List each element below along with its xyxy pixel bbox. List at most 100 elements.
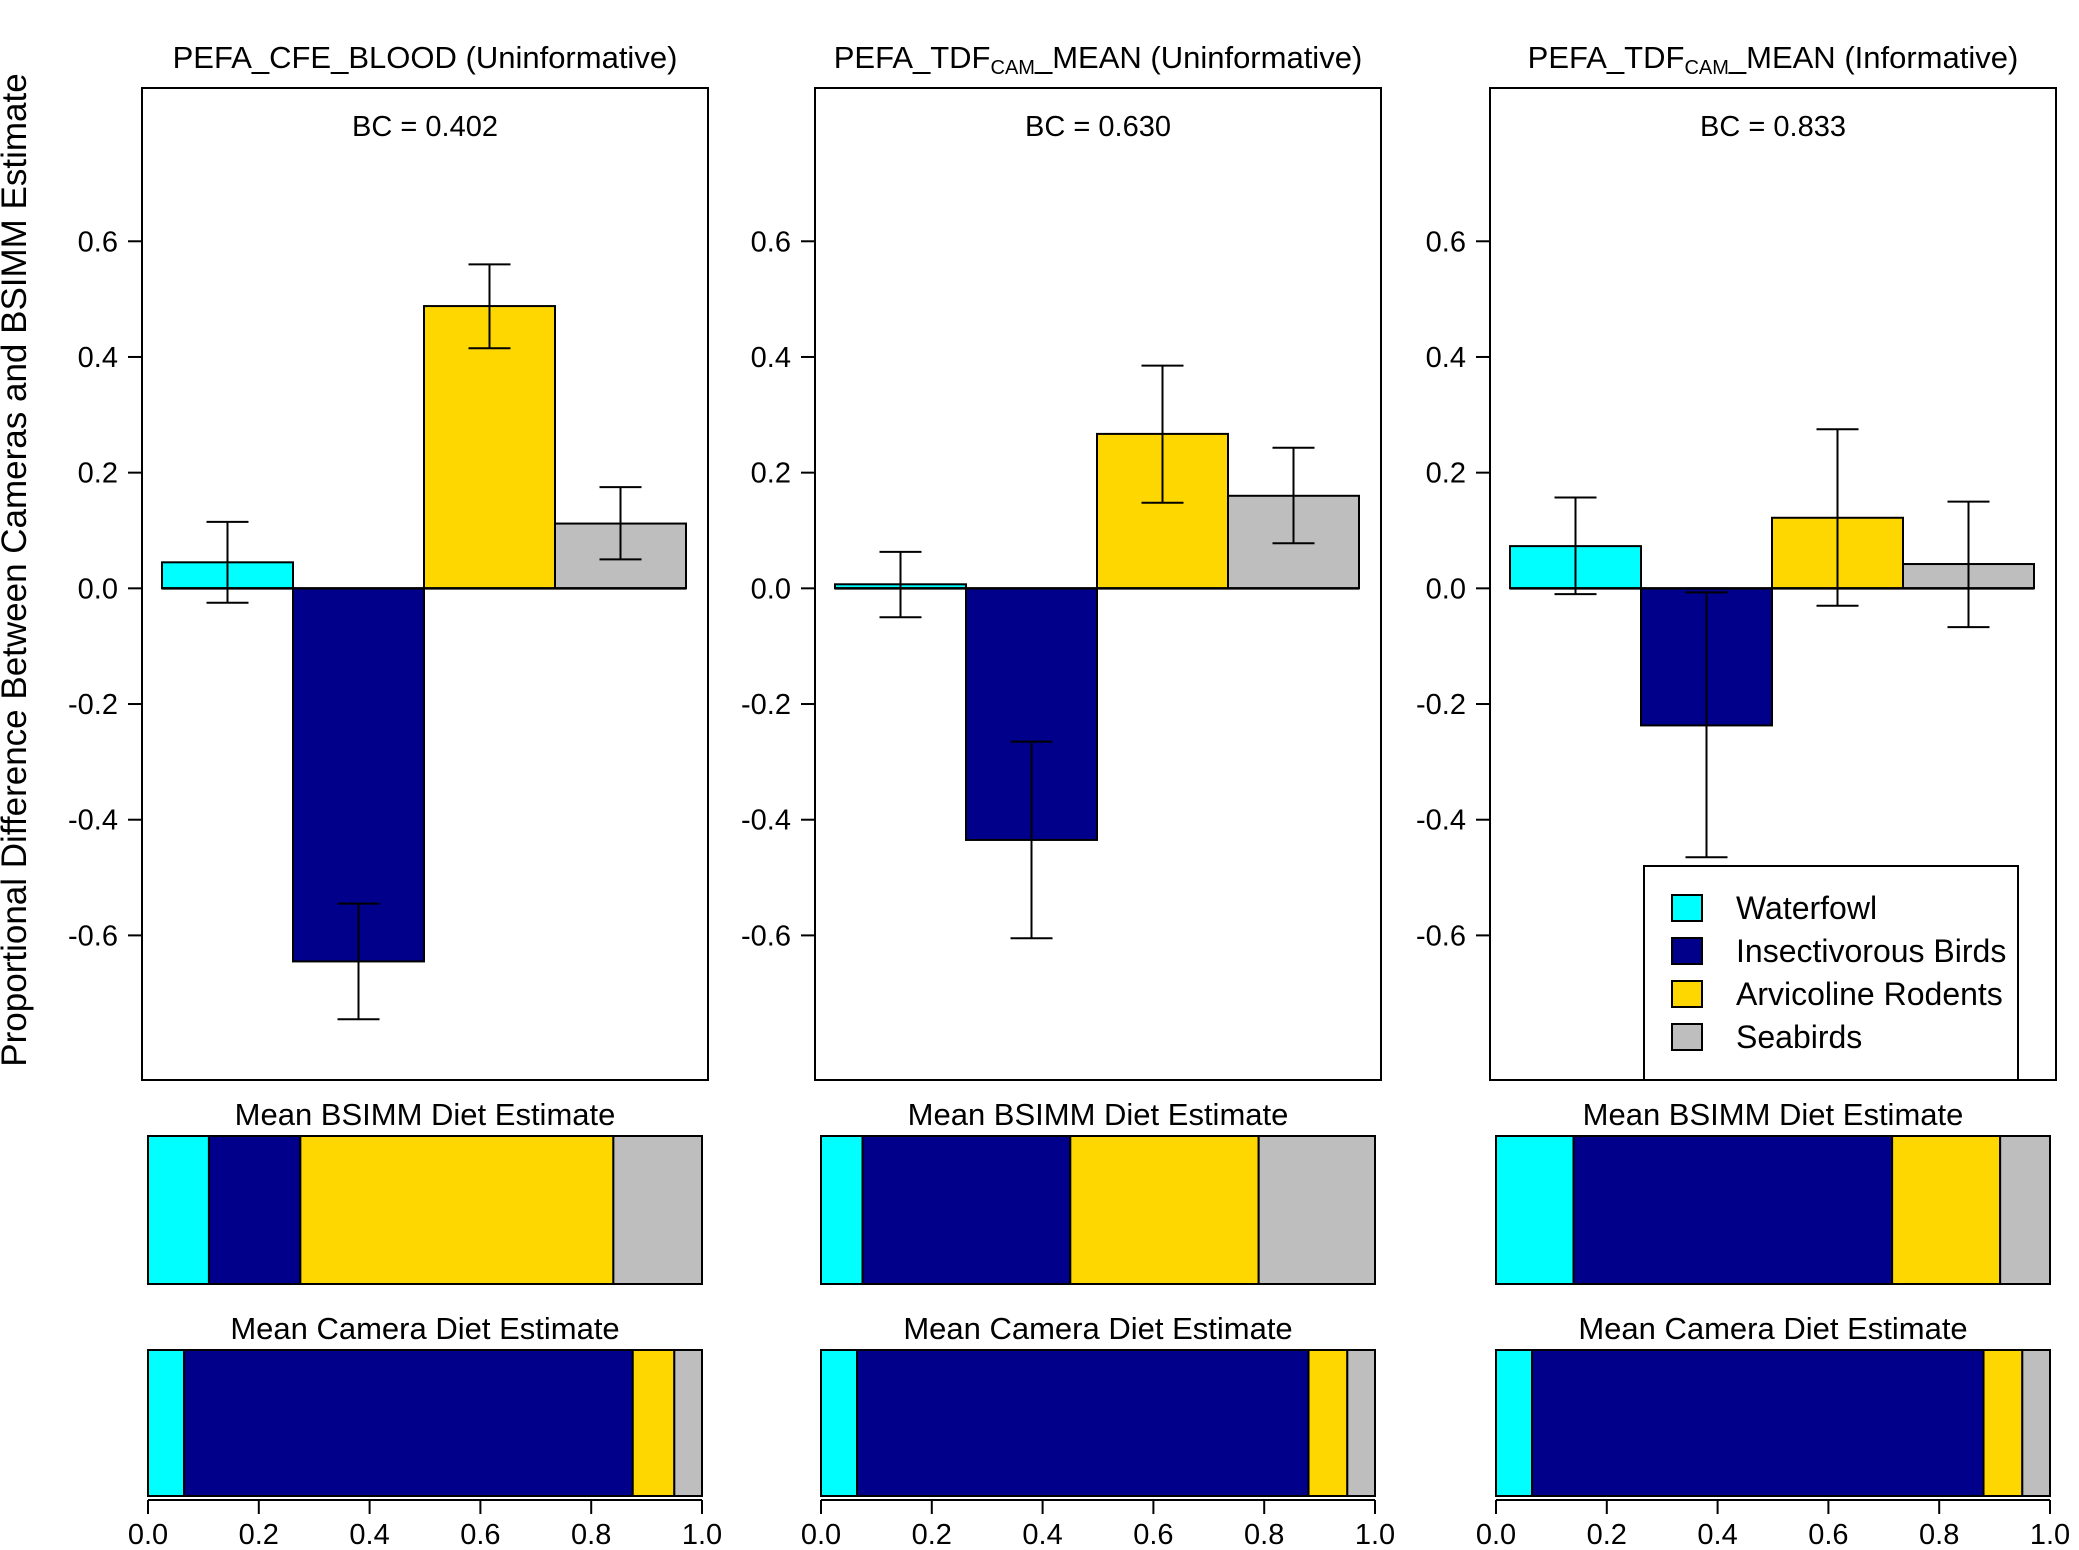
- legend-swatch: [1671, 937, 1703, 965]
- camera-stack-segment-seabirds: [673, 1349, 703, 1497]
- camera-stack: Mean Camera Diet Estimate: [820, 1311, 1377, 1497]
- x-tick-label: 0.6: [1808, 1519, 1848, 1550]
- bsimm-stack-segment-seabirds: [1999, 1135, 2052, 1285]
- y-tick-label: -0.4: [1416, 805, 1466, 837]
- camera-stack-segment-arvicoline-rodents: [1982, 1349, 2024, 1497]
- camera-stack-segment-arvicoline-rodents: [631, 1349, 676, 1497]
- panel-title-tail: (Uninformative): [1142, 40, 1363, 75]
- error-bar: [1947, 500, 1990, 629]
- x-tick-label: 0.0: [128, 1519, 168, 1550]
- error-bar: [1010, 740, 1053, 940]
- y-tick-label: 0.4: [78, 342, 118, 374]
- y-tick-label: 0.0: [78, 573, 118, 605]
- camera-stack-segment-waterfowl: [1495, 1349, 1534, 1497]
- y-tick-label: 0.2: [78, 458, 118, 490]
- bsimm-stack-segment-waterfowl: [1495, 1135, 1575, 1285]
- camera-stack-segment-seabirds: [1346, 1349, 1377, 1497]
- error-bar: [1141, 364, 1184, 504]
- error-bar: [1685, 591, 1728, 859]
- x-tick-label: 0.6: [1133, 1519, 1173, 1550]
- panel-1: PEFA_CFE_BLOOD (Uninformative) 0.6 0.4 0.2 0…: [68, 40, 722, 1550]
- camera-stack-title: Mean Camera Diet Estimate: [1578, 1311, 1967, 1346]
- y-tick-label: -0.6: [1416, 920, 1466, 952]
- panel-title-main: PEFA_CFE_BLOOD: [173, 40, 457, 75]
- x-tick-label: 0.6: [460, 1519, 500, 1550]
- panel-title-rest: _MEAN: [1728, 40, 1836, 75]
- bsimm-stack-segment-waterfowl: [147, 1135, 210, 1285]
- camera-stack-segment-seabirds: [2021, 1349, 2052, 1497]
- panel-title-subscript: CAM: [1684, 57, 1728, 79]
- bsimm-stack: Mean BSIMM Diet Estimate: [147, 1097, 703, 1285]
- panel-title-rest: _MEAN: [1034, 40, 1142, 75]
- bsimm-stack-segment-waterfowl: [820, 1135, 864, 1285]
- error-bar: [1272, 446, 1315, 545]
- legend-label: Insectivorous Birds: [1736, 933, 2006, 969]
- bsimm-stack-segment-arvicoline-rodents: [1069, 1135, 1260, 1285]
- error-bar: [879, 550, 922, 619]
- panel-title-tail: (Informative): [1836, 40, 2019, 75]
- panel-title: PEFA_TDFCAM_MEAN (Informative): [1528, 40, 2019, 79]
- camera-stack-title: Mean Camera Diet Estimate: [903, 1311, 1292, 1346]
- bsimm-stack-segment-arvicoline-rodents: [299, 1135, 615, 1285]
- x-tick-label: 0.0: [1476, 1519, 1516, 1550]
- panel-3: PEFA_TDFCAM_MEAN (Informative) 0.6 0.4 0.2 0…: [1416, 40, 2070, 1550]
- x-tick-label: 1.0: [2030, 1519, 2070, 1550]
- y-axis-label: Proportional Difference Between Cameras …: [0, 73, 34, 1066]
- panel-title-tail: (Uninformative): [457, 40, 678, 75]
- y-tick-label: 0.6: [78, 226, 118, 258]
- x-tick-label: 0.8: [1919, 1519, 1959, 1550]
- legend-item-seabirds: Seabirds: [1671, 1019, 1862, 1055]
- y-tick-label: -0.2: [1416, 689, 1466, 721]
- y-tick-label: 0.0: [1426, 573, 1466, 605]
- legend-item-insectivorous-birds: Insectivorous Birds: [1671, 933, 2006, 969]
- y-tick-label: -0.2: [68, 689, 118, 721]
- error-bar: [1554, 496, 1597, 596]
- y-tick-label: 0.2: [751, 458, 791, 490]
- legend-swatch: [1671, 980, 1703, 1008]
- bsimm-stack-segment-insectivorous-birds: [861, 1135, 1072, 1285]
- x-tick-label: 0.4: [1697, 1519, 1737, 1550]
- x-tick-label: 0.8: [1244, 1519, 1284, 1550]
- panel-title: PEFA_CFE_BLOOD (Uninformative): [173, 40, 678, 75]
- x-tick-label: 0.8: [571, 1519, 611, 1550]
- y-tick-label: 0.0: [751, 573, 791, 605]
- x-tick-label: 0.0: [801, 1519, 841, 1550]
- legend-item-arvicoline-rodents: Arvicoline Rodents: [1671, 976, 2003, 1012]
- y-tick-label: 0.6: [1426, 226, 1466, 258]
- bar-arvicoline-rodents: [423, 305, 556, 590]
- camera-stack-segment-insectivorous-birds: [1531, 1349, 1985, 1497]
- error-bar: [206, 520, 249, 604]
- x-tick-label: 1.0: [1355, 1519, 1395, 1550]
- error-bar: [468, 263, 511, 350]
- bsimm-stack-title: Mean BSIMM Diet Estimate: [235, 1097, 616, 1132]
- camera-stack-segment-arvicoline-rodents: [1307, 1349, 1349, 1497]
- x-tick-label: 1.0: [682, 1519, 722, 1550]
- camera-stack: Mean Camera Diet Estimate: [147, 1311, 703, 1497]
- legend-swatch: [1671, 894, 1703, 922]
- bsimm-stack-segment-insectivorous-birds: [207, 1135, 302, 1285]
- y-tick-label: -0.4: [68, 805, 118, 837]
- x-axis: 0.0 0.2 0.4 0.6 0.8 1.0: [1476, 1499, 2070, 1550]
- y-tick-label: 0.2: [1426, 458, 1466, 490]
- bsimm-stack: Mean BSIMM Diet Estimate: [1495, 1097, 2052, 1285]
- bar-insectivorous-birds: [292, 587, 425, 963]
- y-tick-label: 0.4: [1426, 342, 1466, 374]
- legend-label: Seabirds: [1736, 1019, 1862, 1055]
- bsimm-stack-title: Mean BSIMM Diet Estimate: [908, 1097, 1289, 1132]
- bsimm-stack-title: Mean BSIMM Diet Estimate: [1583, 1097, 1964, 1132]
- panel-2: PEFA_TDFCAM_MEAN (Uninformative)0.60.40.…: [741, 40, 1395, 1550]
- error-bar: [599, 486, 642, 561]
- legend-label: Waterfowl: [1736, 890, 1877, 926]
- error-bar: [337, 902, 380, 1021]
- camera-stack-segment-insectivorous-birds: [183, 1349, 634, 1497]
- x-tick-label: 0.2: [912, 1519, 952, 1550]
- y-tick-label: 0.6: [751, 226, 791, 258]
- plot-frame: [141, 87, 709, 1081]
- legend-label: Arvicoline Rodents: [1736, 976, 2003, 1012]
- panel-title-subscript: CAM: [991, 57, 1035, 79]
- panel-title-main: PEFA_TDF: [1528, 40, 1685, 75]
- bc-annotation: BC = 0.833: [1700, 111, 1846, 143]
- camera-stack-segment-waterfowl: [820, 1349, 859, 1497]
- camera-stack-title: Mean Camera Diet Estimate: [230, 1311, 619, 1346]
